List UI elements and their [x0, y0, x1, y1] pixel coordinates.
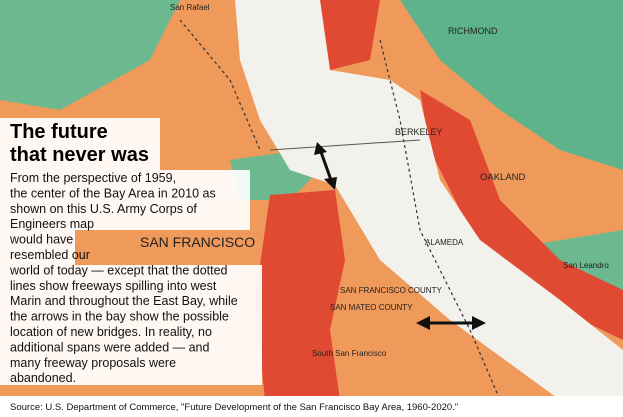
body-text: abandoned. [10, 371, 76, 385]
freeway [179, 19, 261, 151]
body-text: additional spans were added — and [10, 340, 209, 354]
body-text: shown on this U.S. Army Corps of [10, 202, 197, 216]
map-label: San Rafael [170, 3, 210, 12]
body-text: resembled our [10, 248, 90, 262]
title: The future [10, 121, 108, 143]
proposed-bridge-arrow [416, 316, 486, 330]
bridge [269, 139, 421, 151]
map-label: South San Francisco [312, 349, 387, 358]
body-text: many freeway proposals were [10, 356, 176, 370]
open-space [400, 0, 623, 170]
map-label: BERKELEY [395, 127, 443, 137]
body-text: Engineers map [10, 217, 94, 231]
map-label: RICHMOND [448, 26, 498, 36]
body-text: would have [9, 233, 73, 247]
source-strip [0, 396, 623, 417]
map-label: SAN MATEO COUNTY [330, 303, 413, 312]
body-text: lines show freeways spilling into west [10, 279, 217, 293]
title: that never was [10, 144, 149, 166]
urban-area [255, 190, 345, 400]
body-text: From the perspective of 1959, [10, 171, 176, 185]
map-label: SAN FRANCISCO COUNTY [340, 286, 442, 295]
body-text: location of new bridges. In reality, no [10, 325, 212, 339]
body-text: world of today — except that the dotted [9, 263, 228, 277]
body-text: the center of the Bay Area in 2010 as [10, 186, 216, 200]
bay [235, 0, 623, 400]
urban-area [320, 0, 380, 70]
source: Source: U.S. Department of Commerce, "Fu… [10, 402, 458, 413]
map-label: San Leandro [563, 261, 609, 270]
map-label: ALAMEDA [425, 238, 464, 247]
open-space [0, 0, 180, 110]
body-text: Marin and throughout the East Bay, while [10, 294, 238, 308]
body-text: the arrows in the bay show the possible [10, 310, 229, 324]
urban-area [420, 90, 623, 340]
map-label: OAKLAND [480, 172, 526, 183]
map-label: SAN FRANCISCO [140, 234, 255, 250]
freeway [379, 39, 501, 401]
proposed-bridge-arrow [314, 142, 337, 190]
text-panel [0, 118, 262, 385]
